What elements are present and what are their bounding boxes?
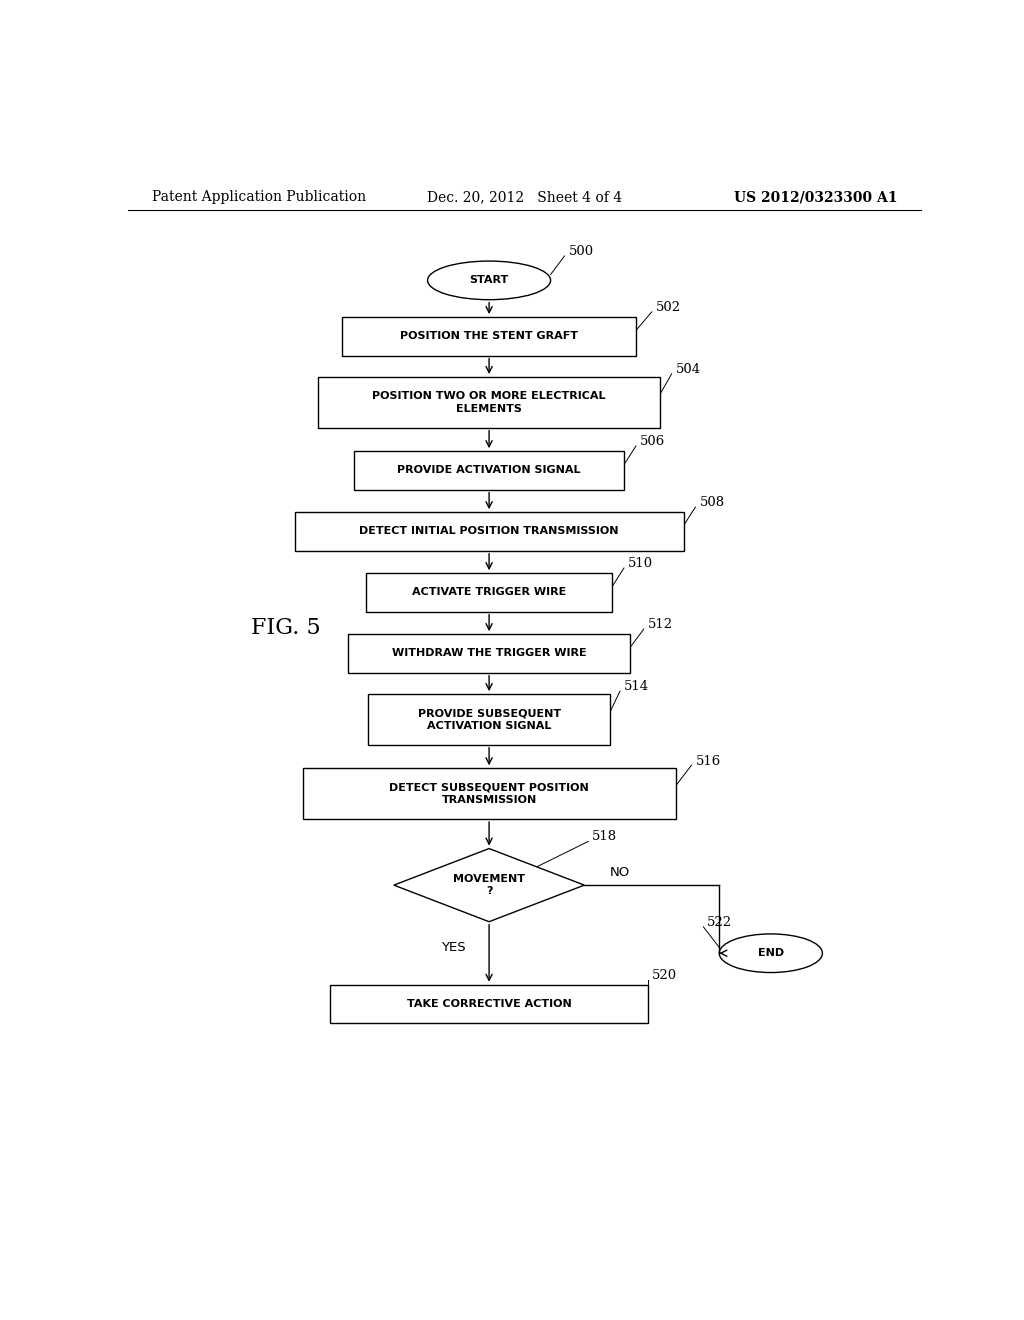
Polygon shape (394, 849, 585, 921)
FancyBboxPatch shape (318, 378, 659, 428)
FancyBboxPatch shape (354, 451, 624, 490)
FancyBboxPatch shape (331, 985, 648, 1023)
Text: 504: 504 (676, 363, 700, 376)
Text: US 2012/0323300 A1: US 2012/0323300 A1 (734, 190, 898, 205)
Text: 516: 516 (695, 755, 721, 768)
Text: 510: 510 (628, 557, 653, 570)
Text: 506: 506 (640, 436, 666, 449)
Text: 520: 520 (652, 969, 677, 982)
Text: WITHDRAW THE TRIGGER WIRE: WITHDRAW THE TRIGGER WIRE (392, 648, 587, 659)
Text: 514: 514 (624, 680, 649, 693)
Text: PROVIDE SUBSEQUENT
ACTIVATION SIGNAL: PROVIDE SUBSEQUENT ACTIVATION SIGNAL (418, 709, 561, 731)
FancyBboxPatch shape (295, 512, 684, 550)
Text: ACTIVATE TRIGGER WIRE: ACTIVATE TRIGGER WIRE (412, 587, 566, 598)
FancyBboxPatch shape (348, 634, 630, 673)
FancyBboxPatch shape (367, 573, 612, 611)
Text: MOVEMENT
?: MOVEMENT ? (453, 874, 525, 896)
Text: Dec. 20, 2012   Sheet 4 of 4: Dec. 20, 2012 Sheet 4 of 4 (427, 190, 623, 205)
Text: POSITION THE STENT GRAFT: POSITION THE STENT GRAFT (400, 331, 579, 342)
Text: END: END (758, 948, 784, 958)
Ellipse shape (428, 261, 551, 300)
Text: 508: 508 (699, 496, 725, 510)
FancyBboxPatch shape (342, 317, 636, 355)
Text: DETECT SUBSEQUENT POSITION
TRANSMISSION: DETECT SUBSEQUENT POSITION TRANSMISSION (389, 783, 589, 805)
Text: FIG. 5: FIG. 5 (251, 616, 321, 639)
Text: START: START (469, 276, 509, 285)
Text: DETECT INITIAL POSITION TRANSMISSION: DETECT INITIAL POSITION TRANSMISSION (359, 527, 618, 536)
Text: Patent Application Publication: Patent Application Publication (152, 190, 366, 205)
Text: 518: 518 (592, 830, 617, 843)
Text: 502: 502 (655, 301, 681, 314)
Text: TAKE CORRECTIVE ACTION: TAKE CORRECTIVE ACTION (407, 999, 571, 1008)
Text: 512: 512 (648, 619, 673, 631)
Ellipse shape (719, 935, 822, 973)
Text: YES: YES (441, 941, 466, 953)
Text: PROVIDE ACTIVATION SIGNAL: PROVIDE ACTIVATION SIGNAL (397, 466, 581, 475)
Text: POSITION TWO OR MORE ELECTRICAL
ELEMENTS: POSITION TWO OR MORE ELECTRICAL ELEMENTS (373, 391, 606, 413)
Text: 522: 522 (708, 916, 732, 929)
FancyBboxPatch shape (303, 768, 676, 818)
FancyBboxPatch shape (368, 694, 610, 744)
Text: 500: 500 (568, 246, 594, 259)
Text: NO: NO (610, 866, 630, 879)
